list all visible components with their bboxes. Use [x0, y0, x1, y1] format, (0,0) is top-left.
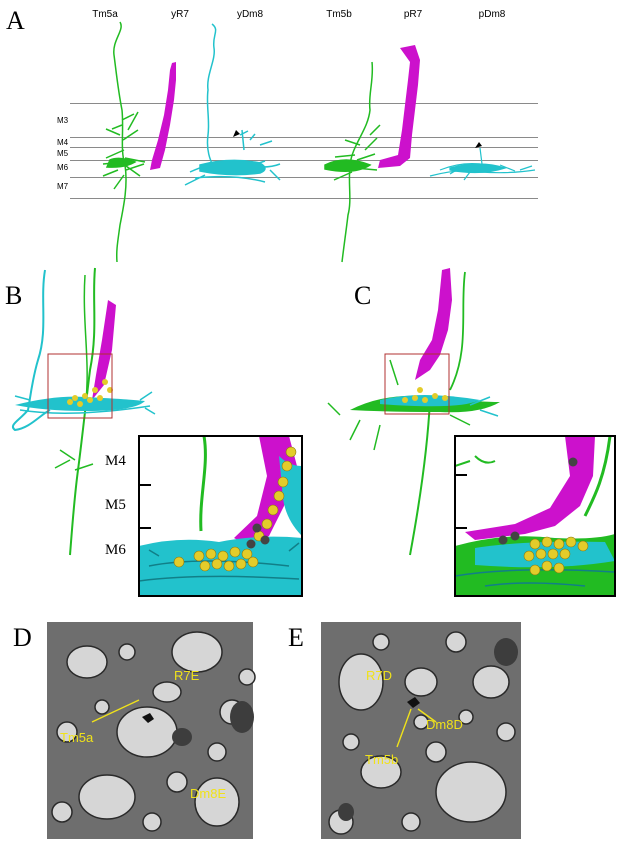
zoom-box [384, 353, 450, 415]
yr7-neuron [150, 62, 176, 170]
cell-label-pr7: pR7 [403, 9, 423, 20]
em-label-dm8e: Dm8E [190, 786, 227, 801]
cell-label-tm5a: Tm5a [92, 9, 118, 20]
inset-tick-m56 [139, 527, 151, 529]
inset-layer-label-m6: M6 [105, 542, 126, 558]
cell-label-pdm8: pDm8 [478, 9, 506, 20]
layer-label-m5: M5 [57, 149, 69, 158]
layer-label-m7: M7 [57, 182, 69, 191]
cell-label-yr7: yR7 [171, 9, 189, 20]
pr7-neuron [378, 45, 420, 168]
panel-d-em-micrograph [47, 622, 256, 839]
tm5b-neuron [324, 61, 381, 263]
inset-layer-label-m5: M5 [105, 497, 126, 513]
panel-e-letter: E [288, 623, 304, 652]
panel-c-reconstruction [327, 268, 500, 556]
cell-label-ydm8: yDm8 [236, 9, 264, 20]
ydm8-arrowhead-icon [233, 130, 240, 137]
inset-c-tick-2 [455, 527, 467, 529]
layer-line-m4-top [70, 137, 538, 138]
panel-c-inset [454, 435, 616, 597]
em-label-tm5a: Tm5a [60, 730, 94, 745]
panel-d-letter: D [13, 623, 32, 652]
zoom-box [47, 353, 113, 419]
panel-e-pointer-lines [396, 708, 437, 748]
panel-a-neuron-reconstructions [102, 21, 536, 263]
ydm8-neuron [184, 23, 281, 186]
layer-label-m3: M3 [57, 116, 69, 125]
inset-tick-m45 [139, 484, 151, 486]
panel-b-inset [138, 435, 303, 597]
tm5a-neuron [102, 21, 146, 263]
layer-line-m6-top [70, 160, 538, 161]
panel-e-em-micrograph [321, 622, 521, 839]
panel-c-letter: C [354, 281, 372, 310]
layer-line-m3-top [70, 103, 538, 104]
panel-a-letter: A [6, 6, 25, 35]
pdm8-arrowhead-icon [475, 142, 482, 148]
layer-label-m4: M4 [57, 138, 69, 147]
panel-b-reconstruction [11, 267, 156, 556]
cell-label-tm5b: Tm5b [326, 9, 352, 20]
em-label-r7e: R7E [174, 668, 200, 683]
layer-line-m7-top [70, 177, 538, 178]
em-label-tm5b: Tm5b [365, 752, 399, 767]
pdm8-neuron [429, 147, 536, 181]
panel-b-letter: B [5, 281, 23, 310]
layer-line-m5-top [70, 147, 538, 148]
em-label-r7d: R7D [366, 668, 393, 683]
layer-label-m6: M6 [57, 163, 69, 172]
inset-layer-label-m4: M4 [105, 453, 126, 469]
inset-c-tick-1 [455, 474, 467, 476]
layer-line-m7-bottom [70, 198, 538, 199]
em-label-dm8d: Dm8D [426, 717, 463, 732]
panel-d-pointer-lines [91, 699, 140, 723]
